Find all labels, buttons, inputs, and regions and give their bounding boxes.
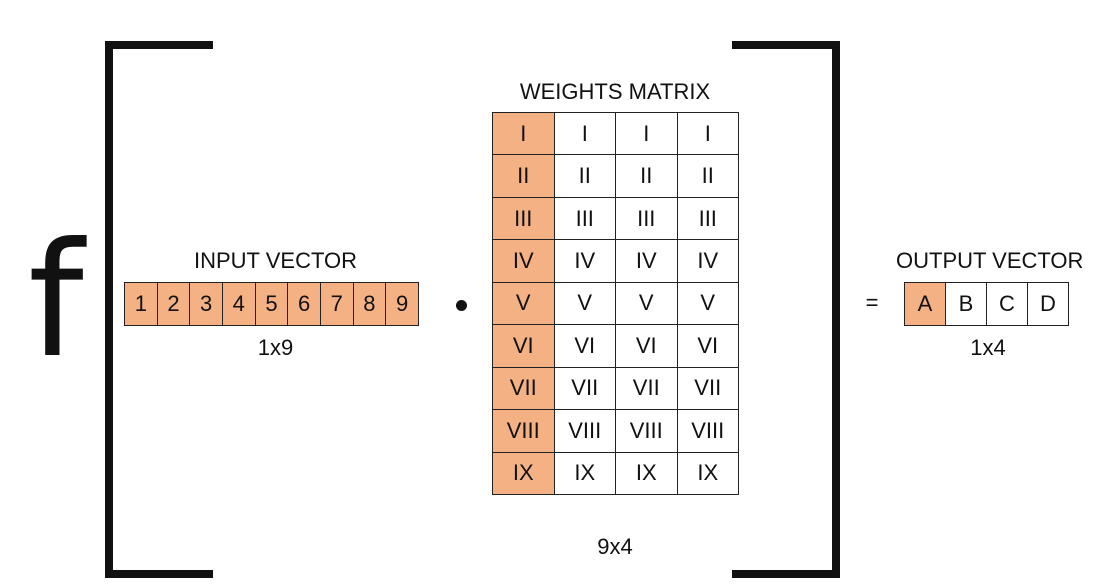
output-vector: A B C D bbox=[904, 282, 1072, 326]
left-bracket bbox=[105, 41, 213, 578]
matrix-cell: VI bbox=[492, 324, 555, 368]
matrix-cell: V bbox=[676, 281, 739, 326]
matrix-cell: VIII bbox=[553, 409, 616, 453]
matrix-cell: VIII bbox=[676, 409, 739, 453]
weights-matrix-title: WEIGHTS MATRIX bbox=[519, 79, 711, 104]
right-bracket bbox=[732, 41, 840, 578]
matrix-cell: I bbox=[615, 112, 678, 156]
matrix-cell: III bbox=[492, 196, 555, 241]
matrix-cell: VI bbox=[553, 324, 616, 368]
input-cell: 6 bbox=[287, 282, 321, 326]
equals-sign: = bbox=[865, 290, 879, 315]
matrix-cell: VIII bbox=[492, 409, 555, 453]
matrix-cell: I bbox=[676, 112, 739, 156]
matrix-cell: II bbox=[615, 154, 678, 198]
matrix-cell: IV bbox=[553, 239, 616, 283]
function-symbol: f bbox=[28, 209, 84, 393]
matrix-cell: IX bbox=[492, 451, 555, 495]
matrix-cell: I bbox=[492, 112, 555, 156]
matrix-cell: IV bbox=[676, 239, 739, 283]
matrix-cell: VII bbox=[615, 366, 678, 411]
input-cell: 3 bbox=[189, 282, 223, 326]
output-cell: A bbox=[904, 282, 946, 326]
weights-matrix: I I I I II II II II III III III III IV IV IV IV V V V V VI VI… bbox=[492, 112, 739, 495]
matrix-cell: VI bbox=[676, 324, 739, 368]
matrix-cell: VII bbox=[553, 366, 616, 411]
matrix-cell: VII bbox=[676, 366, 739, 411]
matrix-cell: IX bbox=[553, 451, 616, 495]
matrix-cell: IV bbox=[492, 239, 555, 283]
matrix-cell: II bbox=[492, 154, 555, 198]
input-cell: 4 bbox=[221, 282, 256, 326]
output-cell: B bbox=[945, 282, 987, 326]
input-vector-title: INPUT VECTOR bbox=[194, 248, 357, 273]
input-vector-dimension: 1x9 bbox=[257, 335, 294, 360]
matrix-cell: III bbox=[676, 196, 739, 241]
input-cell: 9 bbox=[385, 282, 419, 326]
matrix-cell: VII bbox=[492, 366, 555, 411]
matrix-cell: II bbox=[676, 154, 739, 198]
input-vector: 1 2 3 4 5 6 7 8 9 bbox=[124, 282, 427, 326]
matrix-cell: IV bbox=[615, 239, 678, 283]
output-vector-dimension: 1x4 bbox=[970, 335, 1006, 360]
dot-product-operator bbox=[456, 300, 467, 311]
weights-matrix-dimension: 9x4 bbox=[597, 534, 633, 559]
matrix-cell: VIII bbox=[615, 409, 678, 453]
output-cell: D bbox=[1027, 282, 1069, 326]
matrix-cell: V bbox=[492, 281, 555, 326]
matrix-cell: IX bbox=[615, 451, 678, 495]
output-vector-title: OUTPUT VECTOR bbox=[896, 248, 1084, 273]
matrix-cell: I bbox=[553, 112, 616, 156]
input-cell: 8 bbox=[352, 282, 387, 326]
matrix-cell: III bbox=[615, 196, 678, 241]
output-cell: C bbox=[986, 282, 1028, 326]
matrix-cell: II bbox=[553, 154, 616, 198]
input-cell: 1 bbox=[124, 282, 158, 326]
matrix-cell: V bbox=[553, 281, 616, 326]
input-cell: 7 bbox=[319, 282, 354, 326]
matrix-cell: IX bbox=[676, 451, 739, 495]
matrix-cell: III bbox=[553, 196, 616, 241]
matrix-cell: V bbox=[615, 281, 678, 326]
matrix-cell: VI bbox=[615, 324, 678, 368]
input-cell: 5 bbox=[254, 282, 289, 326]
input-cell: 2 bbox=[156, 282, 191, 326]
